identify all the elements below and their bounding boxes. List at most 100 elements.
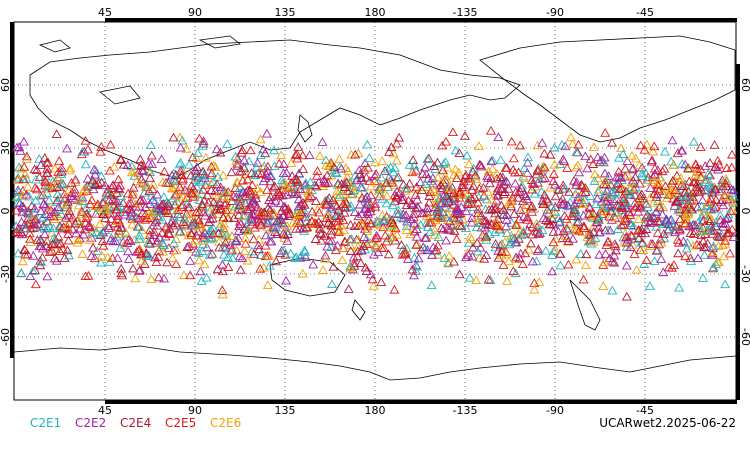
observation-marker [30,214,41,223]
observation-marker [376,172,387,182]
observation-marker [578,223,589,232]
observation-marker [233,210,244,219]
observation-marker [636,189,647,199]
observation-marker [604,237,615,247]
lon-label-bottom: 45 [98,404,112,417]
observation-marker [189,219,200,229]
observation-marker [370,242,381,252]
observation-marker [483,173,494,182]
observation-marker [282,189,293,199]
observation-marker [659,186,670,196]
observation-marker [553,185,564,194]
observation-marker [702,238,713,248]
observation-marker [38,211,49,221]
observation-marker [103,223,114,232]
observation-marker [417,169,428,178]
observation-marker [441,190,452,200]
observation-marker [103,189,114,199]
observation-marker [17,190,28,200]
observation-marker [268,182,279,192]
observation-marker [175,168,186,178]
observation-marker [622,156,633,165]
observation-marker [519,173,530,182]
observation-marker [424,191,435,200]
observation-marker [580,187,591,197]
observation-marker [18,174,29,184]
observation-marker [77,192,88,202]
observation-marker [681,214,692,224]
observation-marker [642,202,653,211]
observation-marker [436,198,447,208]
observation-marker [56,163,67,172]
observation-marker [226,244,237,254]
observation-marker [258,144,269,154]
observation-marker [600,249,611,258]
observation-marker [383,249,394,259]
observation-marker [28,266,39,275]
observation-marker [149,217,160,227]
observation-marker [299,199,310,209]
observation-marker [594,227,605,237]
lon-label-bottom: 180 [365,404,386,417]
lon-label-top: 135 [275,6,296,19]
observation-marker [128,263,139,273]
observation-marker [466,217,477,227]
observation-marker [242,204,253,214]
observation-marker [503,183,514,193]
observation-marker [116,191,126,200]
observation-marker [411,182,422,191]
observation-marker [186,170,197,180]
observation-marker [17,256,28,266]
observation-marker [32,235,43,244]
observation-marker [269,161,280,170]
observation-marker [25,237,36,246]
observation-marker [208,197,219,207]
observation-marker [223,235,234,245]
observation-marker [306,216,317,225]
observation-marker [208,223,219,233]
observation-marker [694,168,705,178]
observation-marker [548,237,559,247]
observation-marker [720,174,731,183]
observation-marker [452,203,463,212]
observation-marker [704,216,715,226]
observation-marker [688,219,699,229]
observation-marker [515,186,526,196]
observation-marker [625,183,636,193]
observation-marker [487,204,498,213]
observation-marker [32,219,43,228]
observation-marker [174,226,185,236]
observation-marker [232,160,243,170]
observation-marker [547,266,558,276]
observation-marker [529,179,540,188]
observation-marker [464,176,475,186]
observation-marker [43,157,54,167]
observation-marker [602,237,613,246]
observation-marker [710,217,721,227]
observation-marker [635,140,646,150]
observation-marker [122,160,133,169]
observation-marker [187,152,198,162]
observation-marker [123,246,134,256]
observation-marker [634,178,645,188]
observation-marker [215,147,226,157]
observation-marker [500,162,511,172]
observation-marker [62,221,73,230]
observation-marker [379,166,390,175]
observation-marker [144,186,155,195]
observation-marker [252,202,263,211]
observation-marker [115,201,126,210]
observation-marker [644,281,655,290]
observation-marker [649,213,660,223]
observation-marker [300,180,311,190]
observation-marker [199,259,210,269]
observation-marker [432,204,443,213]
observation-marker [34,154,45,163]
observation-marker [630,153,641,163]
observation-marker [112,213,123,223]
observation-marker [357,182,368,192]
observation-marker [448,199,459,209]
observation-marker [454,186,465,196]
observation-marker [630,172,641,182]
